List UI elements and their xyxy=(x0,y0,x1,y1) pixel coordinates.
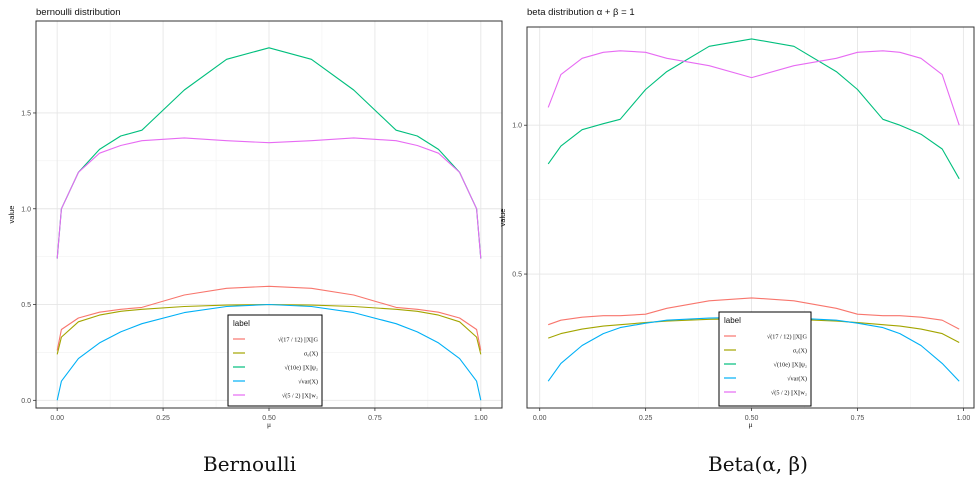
chart-title-0: bernoulli distribution xyxy=(36,7,121,18)
x-tick-label: 0.75 xyxy=(368,415,382,422)
series-line-0 xyxy=(56,285,482,351)
x-tick-label: 0.00 xyxy=(533,415,547,422)
y-tick-label: 1.0 xyxy=(512,123,522,130)
caption-right: Beta(α, β) xyxy=(708,452,808,476)
legend-label-4: √(5 / 2) ||X||w₂ xyxy=(771,390,807,397)
legend-label-4: √(5 / 2) ||X||w₂ xyxy=(282,393,318,400)
series-line-4 xyxy=(56,137,482,259)
y-tick-label: 0.5 xyxy=(512,272,522,279)
legend-label-0: √(17 / 12) ||X||G xyxy=(278,337,319,344)
y-axis-label: value xyxy=(498,209,507,227)
series-line-2 xyxy=(56,47,482,259)
y-tick-label: 0.0 xyxy=(21,398,31,405)
series-line-4 xyxy=(547,50,960,126)
x-tick-label: 1.00 xyxy=(957,415,971,422)
caption-left: Bernoulli xyxy=(203,452,297,476)
legend-label-2: √(10e) ||X||ψ₂ xyxy=(774,362,807,369)
y-tick-label: 0.5 xyxy=(21,302,31,309)
legend-label-3: √var(X) xyxy=(298,379,318,386)
series-line-3 xyxy=(56,303,482,401)
series-line-2 xyxy=(547,38,960,180)
x-tick-label: 0.00 xyxy=(50,415,64,422)
legend-title: label xyxy=(233,319,250,328)
panel-border-1 xyxy=(526,26,975,409)
x-tick-label: 0.50 xyxy=(745,415,759,422)
x-axis-label: μ xyxy=(748,420,752,429)
legend-title: label xyxy=(724,316,741,325)
legend-box-1 xyxy=(718,311,812,407)
y-tick-label: 1.5 xyxy=(21,110,31,117)
legend-label-3: √var(X) xyxy=(787,376,807,383)
x-tick-label: 1.00 xyxy=(474,415,488,422)
x-tick-label: 0.50 xyxy=(262,415,276,422)
legend-label-0: √(17 / 12) ||X||G xyxy=(767,334,808,341)
chart-title-1: beta distribution α + β = 1 xyxy=(527,7,635,18)
x-tick-label: 0.25 xyxy=(639,415,653,422)
legend-label-1: σ₀(X) xyxy=(793,348,807,355)
x-tick-label: 0.25 xyxy=(156,415,170,422)
legend-box-0 xyxy=(227,314,323,407)
x-axis-label: μ xyxy=(267,420,271,429)
y-tick-label: 1.0 xyxy=(21,206,31,213)
legend-label-2: √(10e) ||X||ψ₂ xyxy=(285,365,318,372)
legend-label-1: σ₀(X) xyxy=(304,351,318,358)
x-tick-label: 0.75 xyxy=(851,415,865,422)
series-line-0 xyxy=(548,297,960,330)
y-axis-label: value xyxy=(7,206,16,224)
figure-canvas: bernoulli distribution 0.00 0.25 0.50 0.75 1.… xyxy=(7,7,975,429)
